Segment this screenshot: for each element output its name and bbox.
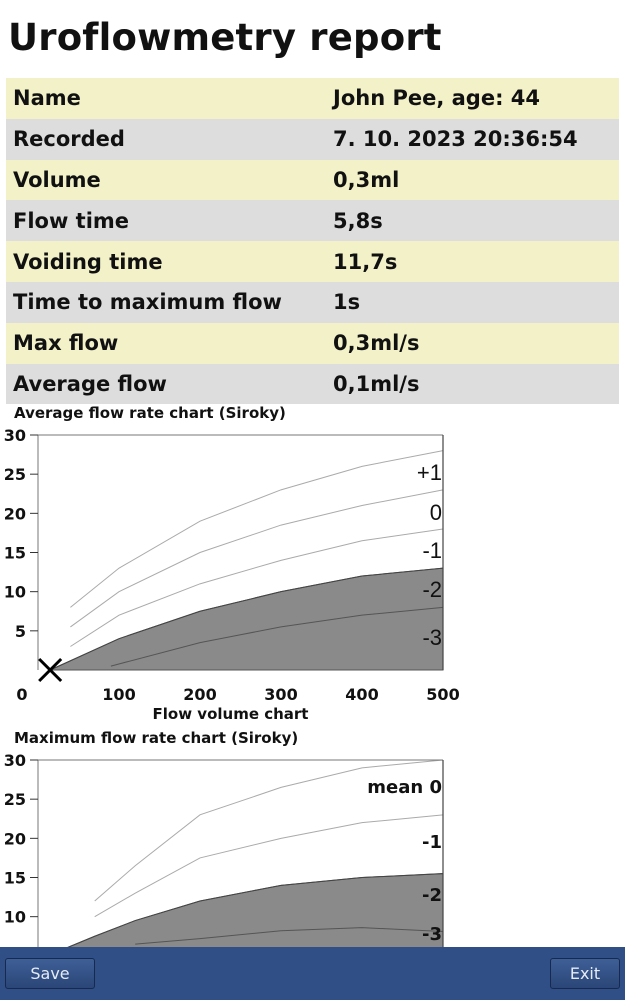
series-line	[70, 528, 444, 647]
info-row: Time to maximum flow 1s	[6, 281, 619, 323]
info-value: 7. 10. 2023 20:36:54	[333, 127, 578, 152]
plot-area	[49, 450, 444, 671]
avg-flow-chart: 30 25 20 15 10 5 0 100 200 300 400 500 Flow volume c…	[4, 426, 460, 723]
info-value: 5,8s	[333, 208, 383, 233]
series-line	[70, 450, 444, 608]
exit-button[interactable]: Exit	[550, 958, 620, 989]
y-tick-label: 15	[4, 869, 26, 888]
info-value: John Pee, age: 44	[333, 86, 540, 111]
curve-label: -3	[422, 625, 442, 650]
curve-label: mean 0	[367, 777, 442, 798]
y-tick-label: 30	[4, 751, 26, 770]
y-tick-label: 30	[4, 426, 26, 445]
plot-area	[65, 759, 444, 948]
info-label: Time to maximum flow	[13, 290, 282, 315]
x-tick-label: 200	[183, 685, 216, 704]
avg-flow-chart-title: Average flow rate chart (Siroky)	[14, 404, 286, 422]
y-tick-label: 5	[15, 622, 26, 641]
y-tick-label: 20	[4, 504, 26, 523]
series-line	[135, 927, 444, 945]
info-row: Name John Pee, age: 44	[6, 78, 619, 119]
info-row: Voiding time 11,7s	[6, 241, 619, 282]
info-value: 11,7s	[333, 249, 398, 274]
report-info-table: Name John Pee, age: 44 Recorded 7. 10. 2023…	[6, 78, 619, 405]
series-line	[49, 567, 444, 671]
shaded-region	[65, 873, 444, 948]
info-label: Volume	[13, 167, 101, 192]
y-tick-label: 25	[4, 790, 26, 809]
curve-label: -3	[422, 924, 442, 945]
info-label: Max flow	[13, 331, 119, 356]
max-flow-chart: 30 25 20 15 10 mean 0 -1 -2 -3	[4, 751, 444, 950]
info-label: Recorded	[13, 127, 125, 152]
info-value: 0,3ml/s	[333, 331, 420, 356]
y-tick-label: 25	[4, 465, 26, 484]
info-label: Flow time	[13, 208, 130, 233]
x-tick-label: 300	[264, 685, 297, 704]
y-tick-label: 10	[4, 908, 26, 927]
x-tick-label: 500	[426, 685, 459, 704]
y-tick-label: 20	[4, 829, 26, 848]
curve-label: -1	[422, 832, 442, 853]
y-tick-label: 15	[4, 544, 26, 563]
x-tick-label: 0	[16, 685, 27, 704]
curve-label: -2	[422, 885, 442, 906]
info-row: Recorded 7. 10. 2023 20:36:54	[6, 118, 619, 160]
x-tick-label: 400	[345, 685, 378, 704]
curve-label: +1	[417, 460, 442, 485]
info-value: 1s	[333, 290, 361, 315]
series-line	[94, 759, 444, 902]
x-axis-label: Flow volume chart	[153, 705, 309, 723]
info-row: Max flow 0,3ml/s	[6, 322, 619, 364]
curve-label: -1	[422, 538, 442, 563]
info-value: 0,3ml	[333, 167, 400, 192]
shaded-region	[49, 567, 444, 671]
y-tick-label: 10	[4, 583, 26, 602]
info-label: Average flow	[13, 371, 167, 396]
x-tick-label: 100	[102, 685, 135, 704]
page-title: Uroflowmetry report	[8, 16, 442, 59]
info-row: Flow time 5,8s	[6, 200, 619, 242]
info-label: Voiding time	[13, 249, 163, 274]
info-value: 0,1ml/s	[333, 371, 420, 396]
series-line	[70, 489, 444, 628]
measurement-marker-stroke	[38, 657, 63, 683]
save-button[interactable]: Save	[5, 958, 95, 989]
footer-bar: Save Exit	[0, 947, 625, 1000]
info-row: Volume 0,3ml	[6, 159, 619, 201]
curve-label: -2	[422, 577, 442, 602]
series-line	[110, 606, 444, 667]
series-line	[94, 814, 444, 918]
info-label: Name	[13, 86, 81, 111]
info-row: Average flow 0,1ml/s	[6, 363, 619, 405]
series-line	[66, 873, 444, 948]
curve-label: 0	[430, 500, 442, 525]
max-flow-chart-title: Maximum flow rate chart (Siroky)	[14, 729, 299, 747]
